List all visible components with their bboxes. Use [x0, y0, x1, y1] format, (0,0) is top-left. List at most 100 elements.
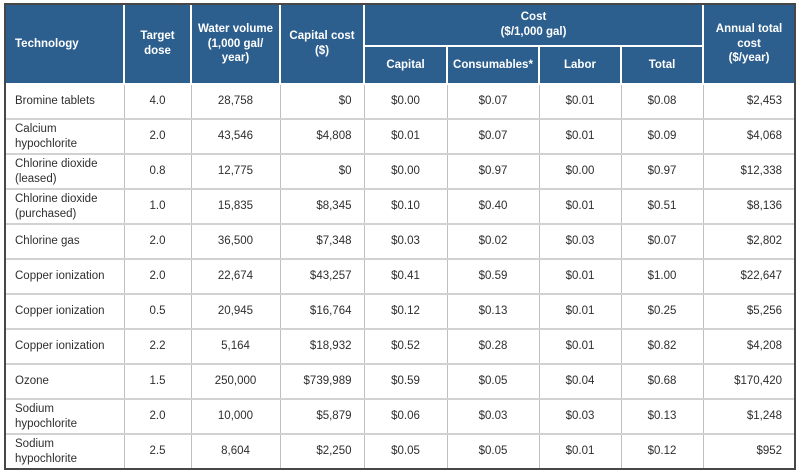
cell-cost-capital: $0.12 [364, 294, 448, 330]
table-row: Sodium hypochlorite 2.5 8,604 $2,250 $0.05 $0… [6, 434, 795, 468]
cell-cost-total: $0.25 [621, 294, 704, 330]
cell-cost-consumables: $0.05 [447, 434, 540, 468]
table-row: Chlorine dioxide (purchased) 1.0 15,835 $8,… [6, 189, 795, 225]
cell-capital-cost: $0 [280, 84, 365, 120]
cell-target-dose: 2.0 [124, 224, 192, 260]
table-row: Bromine tablets 4.0 28,758 $0 $0.00 $0.07 $0.0… [6, 84, 795, 120]
cell-target-dose: 2.0 [124, 119, 192, 155]
cell-cost-total: $0.07 [621, 224, 704, 260]
table-row: Ozone 1.5 250,000 $739,989 $0.59 $0.05 $0.04 $0… [6, 364, 795, 400]
cell-technology: Chlorine dioxide (purchased) [6, 189, 125, 225]
table-row: Sodium hypochlorite 2.0 10,000 $5,879 $0.06 $… [6, 399, 795, 435]
cell-cost-labor: $0.01 [539, 259, 622, 295]
cell-cost-labor: $0.03 [539, 224, 622, 260]
cell-target-dose: 1.5 [124, 364, 192, 400]
cell-technology: Ozone [6, 364, 125, 400]
technology-cost-table: Technology Target dose Water volume (1,0… [6, 5, 795, 468]
cell-capital-cost: $7,348 [280, 224, 365, 260]
cell-capital-cost: $43,257 [280, 259, 365, 295]
cell-capital-cost: $739,989 [280, 364, 365, 400]
cell-annual-total-cost: $4,068 [703, 119, 795, 155]
cell-cost-capital: $0.10 [364, 189, 448, 225]
cell-annual-total-cost: $22,647 [703, 259, 795, 295]
cell-water-volume: 15,835 [191, 189, 281, 225]
cell-capital-cost: $16,764 [280, 294, 365, 330]
cell-water-volume: 8,604 [191, 434, 281, 468]
cell-cost-consumables: $0.59 [447, 259, 540, 295]
cell-cost-capital: $0.00 [364, 154, 448, 190]
cell-water-volume: 5,164 [191, 329, 281, 365]
col-header-cost-labor: Labor [539, 46, 622, 85]
cell-annual-total-cost: $2,453 [703, 84, 795, 120]
table-row: Chlorine gas 2.0 36,500 $7,348 $0.03 $0.02 $0.… [6, 224, 795, 260]
cell-annual-total-cost: $1,248 [703, 399, 795, 435]
cell-cost-labor: $0.00 [539, 154, 622, 190]
cell-capital-cost: $8,345 [280, 189, 365, 225]
cell-water-volume: 28,758 [191, 84, 281, 120]
cell-technology: Bromine tablets [6, 84, 125, 120]
cell-technology: Chlorine dioxide (leased) [6, 154, 125, 190]
cell-annual-total-cost: $12,338 [703, 154, 795, 190]
cell-annual-total-cost: $170,420 [703, 364, 795, 400]
cell-cost-capital: $0.01 [364, 119, 448, 155]
cell-capital-cost: $2,250 [280, 434, 365, 468]
col-header-cost-consumables: Consumables* [447, 46, 540, 85]
cell-cost-consumables: $0.97 [447, 154, 540, 190]
cell-annual-total-cost: $952 [703, 434, 795, 468]
table-body: Bromine tablets 4.0 28,758 $0 $0.00 $0.07 $0.0… [6, 84, 795, 468]
cell-cost-labor: $0.03 [539, 399, 622, 435]
cell-technology: Copper ionization [6, 329, 125, 365]
cell-cost-labor: $0.01 [539, 434, 622, 468]
cell-cost-total: $0.82 [621, 329, 704, 365]
col-header-cost-capital: Capital [364, 46, 448, 85]
cell-cost-capital: $0.03 [364, 224, 448, 260]
cost-comparison-table-frame: Technology Target dose Water volume (1,0… [4, 3, 796, 470]
cell-cost-capital: $0.05 [364, 434, 448, 468]
cell-target-dose: 2.2 [124, 329, 192, 365]
cell-cost-labor: $0.01 [539, 329, 622, 365]
cell-cost-capital: $0.41 [364, 259, 448, 295]
table-header: Technology Target dose Water volume (1,0… [6, 5, 795, 85]
cell-cost-capital: $0.59 [364, 364, 448, 400]
col-header-water-volume: Water volume (1,000 gal/ year) [191, 5, 281, 85]
cell-cost-consumables: $0.05 [447, 364, 540, 400]
col-header-technology: Technology [6, 5, 125, 85]
cell-water-volume: 22,674 [191, 259, 281, 295]
cell-cost-consumables: $0.13 [447, 294, 540, 330]
cell-technology: Copper ionization [6, 259, 125, 295]
cell-cost-consumables: $0.07 [447, 119, 540, 155]
cell-annual-total-cost: $5,256 [703, 294, 795, 330]
cell-target-dose: 0.5 [124, 294, 192, 330]
cell-cost-total: $0.51 [621, 189, 704, 225]
cell-cost-labor: $0.04 [539, 364, 622, 400]
cell-cost-total: $0.09 [621, 119, 704, 155]
table-row: Copper ionization 2.0 22,674 $43,257 $0.41 $0… [6, 259, 795, 295]
cell-technology: Chlorine gas [6, 224, 125, 260]
table-row: Copper ionization 0.5 20,945 $16,764 $0.12 $0… [6, 294, 795, 330]
cell-cost-capital: $0.52 [364, 329, 448, 365]
cell-cost-total: $1.00 [621, 259, 704, 295]
cell-cost-capital: $0.06 [364, 399, 448, 435]
header-row-top: Technology Target dose Water volume (1,0… [6, 5, 795, 85]
cell-cost-total: $0.08 [621, 84, 704, 120]
cell-capital-cost: $4,808 [280, 119, 365, 155]
cell-cost-labor: $0.01 [539, 119, 622, 155]
cell-cost-total: $0.12 [621, 434, 704, 468]
table-row: Calcium hypochlorite 2.0 43,546 $4,808 $0.01… [6, 119, 795, 155]
table-row: Copper ionization 2.2 5,164 $18,932 $0.52 $0.… [6, 329, 795, 365]
cell-cost-total: $0.68 [621, 364, 704, 400]
cell-target-dose: 4.0 [124, 84, 192, 120]
cell-capital-cost: $5,879 [280, 399, 365, 435]
cell-cost-consumables: $0.28 [447, 329, 540, 365]
cell-capital-cost: $18,932 [280, 329, 365, 365]
cell-water-volume: 20,945 [191, 294, 281, 330]
col-header-cost-group: Cost ($/1,000 gal) [364, 5, 705, 47]
cell-water-volume: 10,000 [191, 399, 281, 435]
cell-technology: Sodium hypochlorite [6, 434, 125, 468]
cell-technology: Copper ionization [6, 294, 125, 330]
cell-cost-consumables: $0.03 [447, 399, 540, 435]
cell-water-volume: 36,500 [191, 224, 281, 260]
cell-cost-capital: $0.00 [364, 84, 448, 120]
table-row: Chlorine dioxide (leased) 0.8 12,775 $0 $0.0… [6, 154, 795, 190]
cell-technology: Calcium hypochlorite [6, 119, 125, 155]
